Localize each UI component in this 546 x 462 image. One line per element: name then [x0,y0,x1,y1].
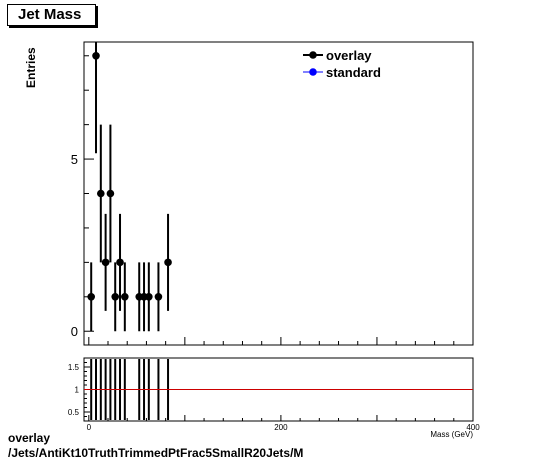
ratio-y-tick-label: 1 [75,386,80,395]
data-point [92,51,100,60]
x-axis-label: Mass (GeV) [430,430,473,439]
ratio-y-tick-label: 0.5 [68,408,80,417]
data-point [97,189,105,198]
ratio-x-tick-label: 0 [87,423,92,432]
footer-label: overlay [8,431,51,445]
chart-title: Jet Mass [18,6,82,23]
data-point [164,258,172,267]
footer-path: /Jets/AntiKt10TruthTrimmedPtFrac5SmallR2… [8,446,304,460]
title-box: Jet Mass [7,4,96,26]
legend-label-overlay: overlay [326,48,372,63]
data-point [101,258,110,267]
ratio-x-tick-label: 400 [466,423,480,432]
legend-label-standard: standard [326,65,381,80]
y-tick-label: 0 [71,324,78,339]
data-point [111,292,120,301]
data-point [145,292,153,301]
ratio-x-tick-label: 200 [274,423,288,432]
legend-marker-standard [309,68,317,76]
data-point [154,292,163,301]
data-point [106,189,115,198]
y-tick-label: 5 [71,152,78,167]
legend-marker-overlay [309,51,317,59]
ratio-y-tick-label: 1.5 [68,363,80,372]
data-point [116,258,124,267]
data-point [87,292,96,301]
data-point [121,292,129,301]
